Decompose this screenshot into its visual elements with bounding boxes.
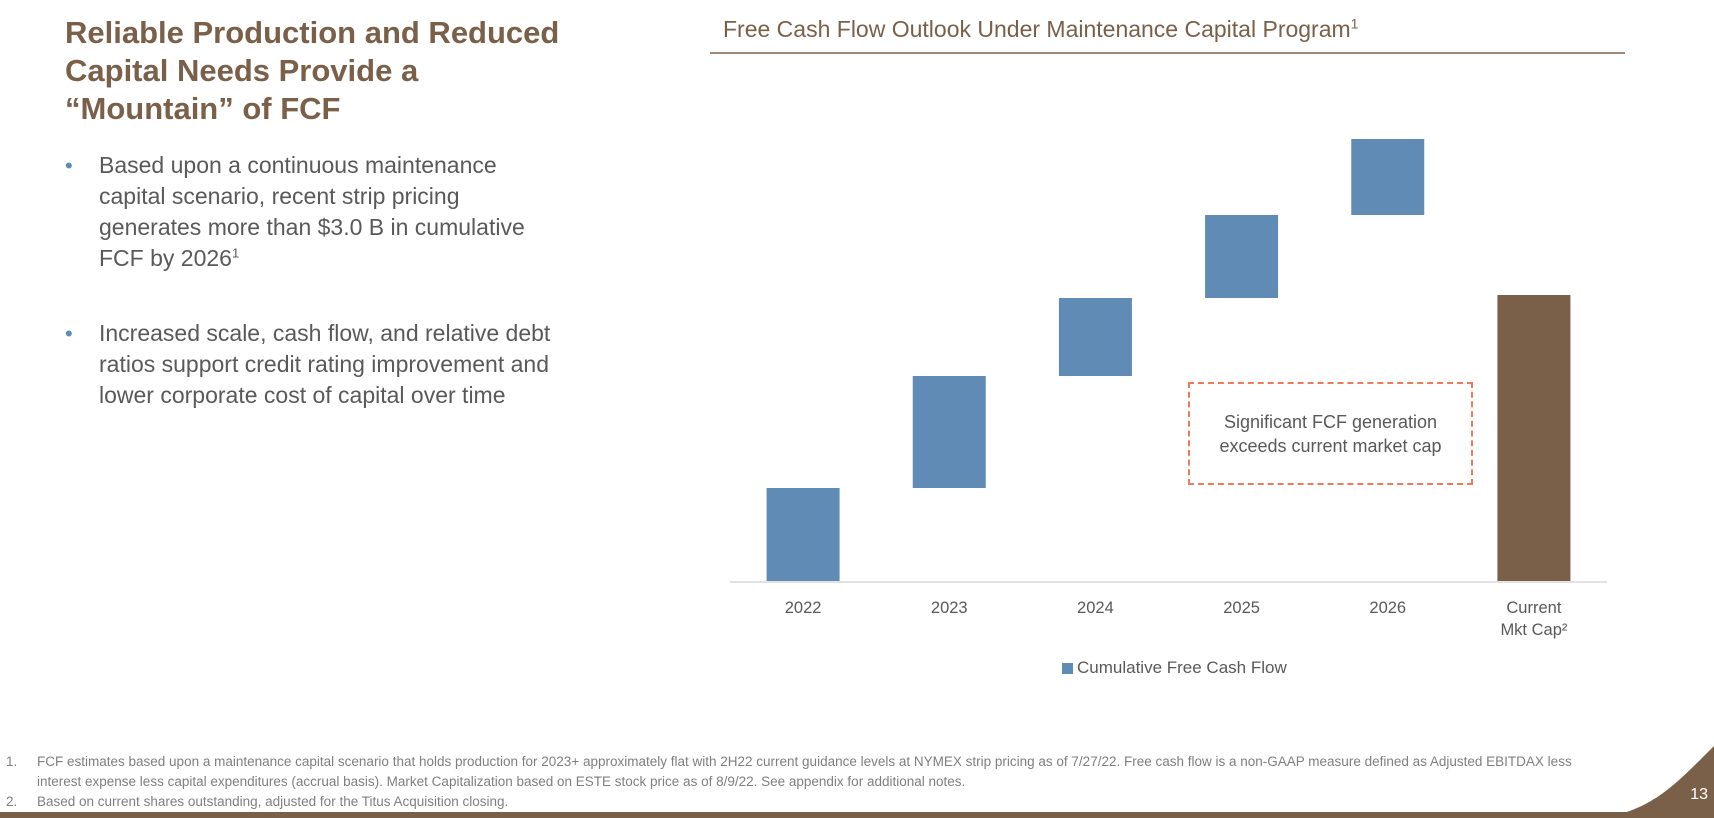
page-number: 13 xyxy=(1690,786,1708,803)
footnote-text: FCF estimates based upon a maintenance c… xyxy=(37,754,1572,789)
x-tick-label: 2023 xyxy=(931,599,968,617)
page-title: Reliable Production and Reduced Capital … xyxy=(65,15,560,126)
bullet-dot-icon: • xyxy=(65,153,73,178)
x-tick-label: 2022 xyxy=(785,599,822,617)
fcf-bar-2026 xyxy=(1351,139,1425,215)
footer-bar xyxy=(0,812,1714,818)
fcf-bar-2024 xyxy=(1058,298,1132,376)
bullet-dot-icon: • xyxy=(65,321,73,346)
x-tick-label: 2025 xyxy=(1223,599,1260,617)
x-tick-label: 2026 xyxy=(1369,599,1406,617)
bullet-list: • Based upon a continuous maintenance ca… xyxy=(65,150,565,455)
footnote-item: 2. Based on current shares outstanding, … xyxy=(6,792,1606,812)
bullet-text: Increased scale, cash flow, and relative… xyxy=(99,320,551,408)
footnote-text: Based on current shares outstanding, adj… xyxy=(37,794,509,809)
chart-annotation-callout: Significant FCF generation exceeds curre… xyxy=(1188,382,1473,485)
bullet-text: Based upon a continuous maintenance capi… xyxy=(99,152,525,271)
annotation-text: Significant FCF generation exceeds curre… xyxy=(1219,411,1442,456)
footnote-number: 2. xyxy=(6,794,18,809)
waterfall-chart: 2022 2023 2024 2025 2026 Current Mkt Cap² xyxy=(730,139,1607,639)
bullet-item: • Based upon a continuous maintenance ca… xyxy=(65,150,565,274)
chart-title-divider xyxy=(710,52,1625,54)
x-tick-label: Current Mkt Cap² xyxy=(1500,599,1567,639)
fcf-bar-2023 xyxy=(912,376,986,488)
legend-swatch xyxy=(1062,662,1073,674)
fcf-bar-2022 xyxy=(766,488,840,581)
chart-title-footnote-ref: 1 xyxy=(1350,15,1359,32)
market-cap-bar xyxy=(1497,295,1571,581)
chart-legend: Cumulative Free Cash Flow xyxy=(1062,658,1287,678)
x-tick-label: 2024 xyxy=(1077,599,1114,617)
chart-title: Free Cash Flow Outlook Under Maintenance… xyxy=(723,16,1358,43)
footnote-number: 1. xyxy=(6,754,18,769)
corner-decoration xyxy=(1604,746,1714,818)
footnote-item: 1. FCF estimates based upon a maintenanc… xyxy=(6,752,1606,792)
bullet-item: • Increased scale, cash flow, and relati… xyxy=(65,318,565,411)
bullet-footnote-ref: 1 xyxy=(231,245,240,261)
legend-label: Cumulative Free Cash Flow xyxy=(1077,658,1287,677)
fcf-bar-2025 xyxy=(1205,215,1279,298)
chart-title-text: Free Cash Flow Outlook Under Maintenance… xyxy=(723,16,1351,42)
footnotes: 1. FCF estimates based upon a maintenanc… xyxy=(6,752,1606,812)
